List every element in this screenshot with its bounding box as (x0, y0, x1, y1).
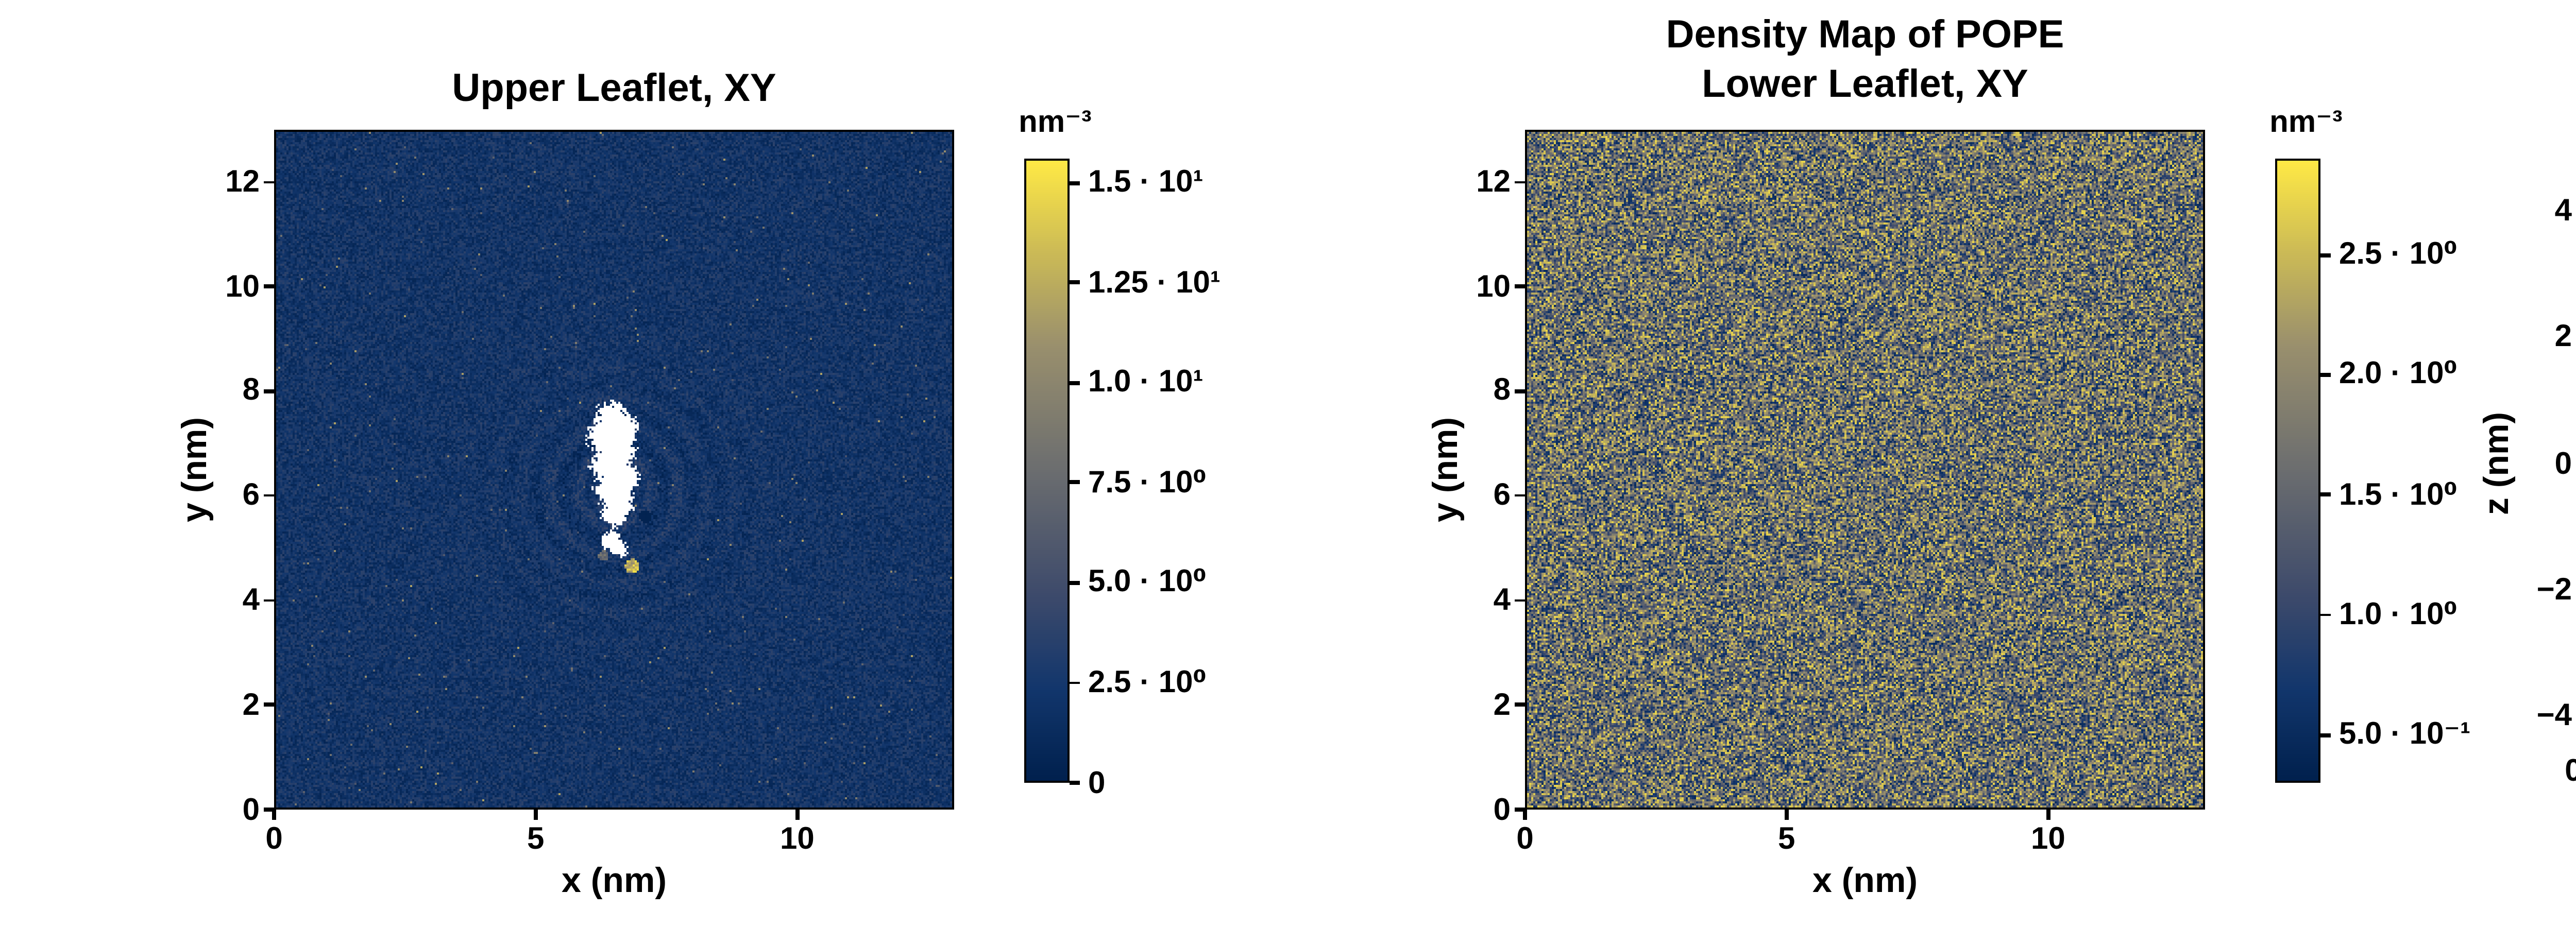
x-tick-label: 0 (1516, 822, 1534, 857)
y-axis-tick (1515, 494, 1525, 497)
y-axis-tick (1515, 285, 1525, 288)
y-tick-label: 0 (1493, 792, 1511, 827)
y-axis-tick (264, 703, 274, 707)
x-tick-label: 0 (265, 822, 283, 857)
x-axis-tick (1785, 810, 1788, 820)
colorbar-unit-label: nm⁻³ (2269, 105, 2343, 140)
y-tick-label: 0 (2554, 446, 2572, 481)
colorbar-tick (2320, 733, 2331, 737)
colorbar-tick-label: 7.5 · 10⁰ (1088, 465, 1207, 501)
y-axis-tick (1515, 598, 1525, 602)
colorbar-unit-label: nm⁻³ (1019, 105, 1092, 140)
y-axis-tick (264, 389, 274, 393)
x-axis-tick (272, 810, 276, 820)
colorbar-tick (1070, 181, 1080, 185)
y-axis-tick (264, 180, 274, 184)
colorbar-tick-label: 1.5 · 10⁰ (2339, 477, 2458, 512)
lower-leaflet-heatmap (1525, 130, 2205, 810)
y-tick-label: 2 (242, 687, 260, 723)
colorbar-tick-label: 1.0 · 10¹ (1088, 365, 1204, 401)
colorbar-tick-label: 0 (1088, 765, 1106, 800)
y-tick-label: 4 (242, 582, 260, 618)
x-axis-label: x (nm) (1812, 861, 1918, 900)
y-axis-tick (1515, 389, 1525, 393)
y-tick-label: 12 (225, 164, 260, 200)
panel-title: Upper Leaflet, XY (452, 68, 776, 111)
y-tick-label: 8 (1493, 373, 1511, 409)
colorbar-tick-label: 2.5 · 10⁰ (1088, 665, 1207, 700)
x-axis-label: x (nm) (562, 861, 667, 900)
y-tick-label: 0 (242, 792, 260, 827)
y-axis-label: y (nm) (1426, 417, 1465, 522)
colorbar-tick-label: 1.5 · 10¹ (1088, 165, 1204, 200)
colorbar-gradient (1024, 159, 1070, 783)
y-axis-label: y (nm) (175, 417, 214, 522)
y-tick-label: −4 (2536, 698, 2572, 734)
colorbar-tick (2320, 613, 2331, 617)
x-tick-label: 5 (527, 822, 545, 857)
y-tick-label: 4 (1493, 582, 1511, 618)
y-axis-tick (1515, 703, 1525, 707)
x-axis-tick (534, 810, 537, 820)
x-axis-tick (2046, 810, 2050, 820)
colorbar-tick (1070, 281, 1080, 285)
x-tick-label: 5 (1778, 822, 1795, 857)
y-axis-tick (264, 285, 274, 288)
y-tick-label: 2 (2554, 319, 2572, 355)
x-tick-label: 0.0 (2541, 756, 2576, 787)
y-tick-label: 6 (242, 478, 260, 513)
colorbar-tick-label: 1.25 · 10¹ (1088, 265, 1221, 300)
y-axis-tick (264, 808, 274, 812)
y-tick-label: 2 (1493, 687, 1511, 723)
colorbar-gradient (2275, 159, 2320, 783)
x-axis-tick (795, 810, 799, 820)
y-axis-tick (1515, 180, 1525, 184)
colorbar-tick-label: 5.0 · 10⁰ (1088, 565, 1207, 600)
figure-suptitle: Density Map of POPE (1666, 14, 2064, 58)
y-tick-label: 6 (1493, 478, 1511, 513)
y-tick-label: 10 (225, 269, 260, 304)
colorbar-tick-label: 2.5 · 10⁰ (2339, 237, 2458, 272)
y-tick-label: 12 (1476, 164, 1511, 200)
upper-leaflet-heatmap (274, 130, 954, 810)
y-tick-label: −2 (2536, 572, 2572, 608)
y-axis-tick (264, 598, 274, 602)
colorbar-tick (1070, 480, 1080, 485)
colorbar-tick-label: 1.0 · 10⁰ (2339, 597, 2458, 632)
x-tick-label: 10 (780, 822, 815, 857)
x-axis-tick (1523, 810, 1527, 820)
x-tick-label: 10 (2031, 822, 2065, 857)
colorbar-tick (1070, 381, 1080, 385)
colorbar-tick-label: 2.0 · 10⁰ (2339, 357, 2458, 392)
y-tick-label: 4 (2554, 193, 2572, 229)
y-axis-tick (264, 494, 274, 497)
y-tick-label: 10 (1476, 269, 1511, 304)
colorbar-tick (1070, 580, 1080, 585)
colorbar-tick-label: 5.0 · 10⁻¹ (2339, 717, 2471, 752)
y-axis-tick (1515, 808, 1525, 812)
panel-title: Lower Leaflet, XY (1702, 64, 2028, 107)
y-tick-label: 8 (242, 373, 260, 409)
colorbar-tick (2320, 493, 2331, 497)
colorbar-tick (2320, 372, 2331, 377)
colorbar-tick (2320, 252, 2331, 256)
colorbar-tick (1070, 781, 1080, 785)
colorbar-tick (1070, 681, 1080, 685)
